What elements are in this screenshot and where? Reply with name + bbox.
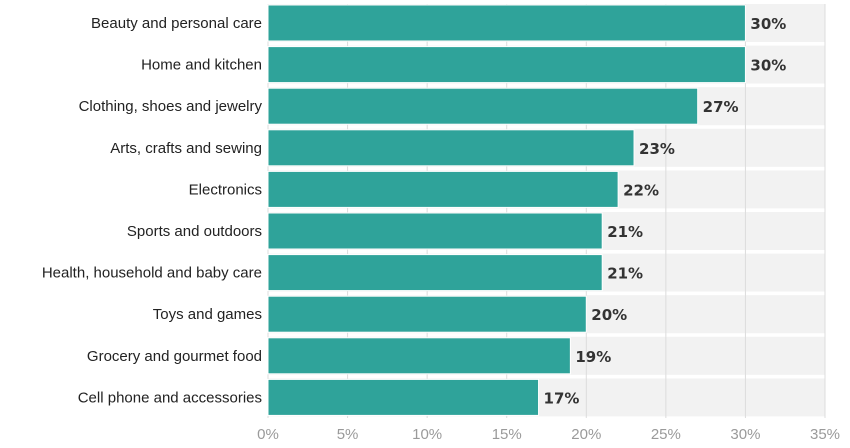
category-label: Clothing, shoes and jewelry <box>79 98 263 115</box>
category-label: Grocery and gourmet food <box>87 348 262 365</box>
value-label: 20% <box>591 306 627 324</box>
category-label: Arts, crafts and sewing <box>110 140 262 157</box>
x-tick-label: 5% <box>337 426 359 443</box>
category-label: Toys and games <box>153 306 262 323</box>
category-label: Beauty and personal care <box>91 15 262 32</box>
bar-10[interactable] <box>267 378 540 416</box>
bar-3[interactable] <box>267 87 699 125</box>
value-label: 30% <box>750 57 786 75</box>
value-label: 23% <box>639 140 675 158</box>
category-label: Home and kitchen <box>141 57 262 74</box>
bar-8[interactable] <box>267 295 587 333</box>
bar-2[interactable] <box>267 46 746 84</box>
category-label: Cell phone and accessories <box>78 389 262 406</box>
bar-7[interactable] <box>267 254 603 292</box>
x-tick-label: 0% <box>257 426 279 443</box>
category-label: Sports and outdoors <box>127 223 262 240</box>
value-label: 21% <box>607 223 643 241</box>
x-tick-label: 35% <box>810 426 840 443</box>
value-label: 19% <box>575 348 611 366</box>
value-label: 21% <box>607 265 643 283</box>
bar-5[interactable] <box>267 170 619 208</box>
bar-4[interactable] <box>267 129 635 167</box>
value-label: 30% <box>750 15 786 33</box>
value-label: 17% <box>544 389 580 407</box>
x-tick-label: 15% <box>492 426 522 443</box>
bar-6[interactable] <box>267 212 603 250</box>
value-label: 27% <box>703 98 739 116</box>
x-tick-label: 30% <box>730 426 760 443</box>
bar-1[interactable] <box>267 4 746 42</box>
category-label: Electronics <box>189 181 262 198</box>
x-tick-label: 10% <box>412 426 442 443</box>
category-label: Health, household and baby care <box>42 265 262 282</box>
x-tick-label: 20% <box>571 426 601 443</box>
bar-9[interactable] <box>267 337 571 375</box>
x-tick-label: 25% <box>651 426 681 443</box>
value-label: 22% <box>623 181 659 199</box>
